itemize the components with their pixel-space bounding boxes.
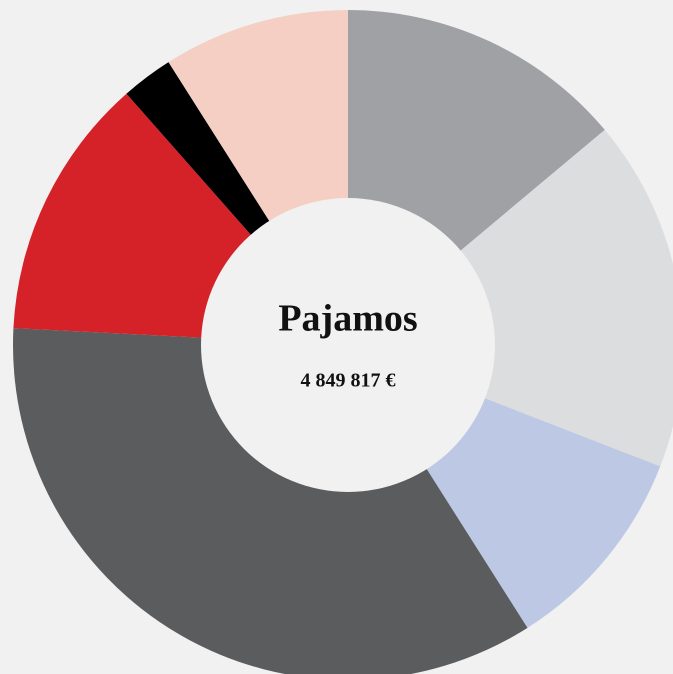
center-total: 4 849 817 € — [301, 370, 396, 392]
center-title: Pajamos — [278, 298, 417, 340]
slice — [348, 129, 673, 467]
donut-hole — [201, 198, 495, 492]
slice — [13, 328, 528, 674]
